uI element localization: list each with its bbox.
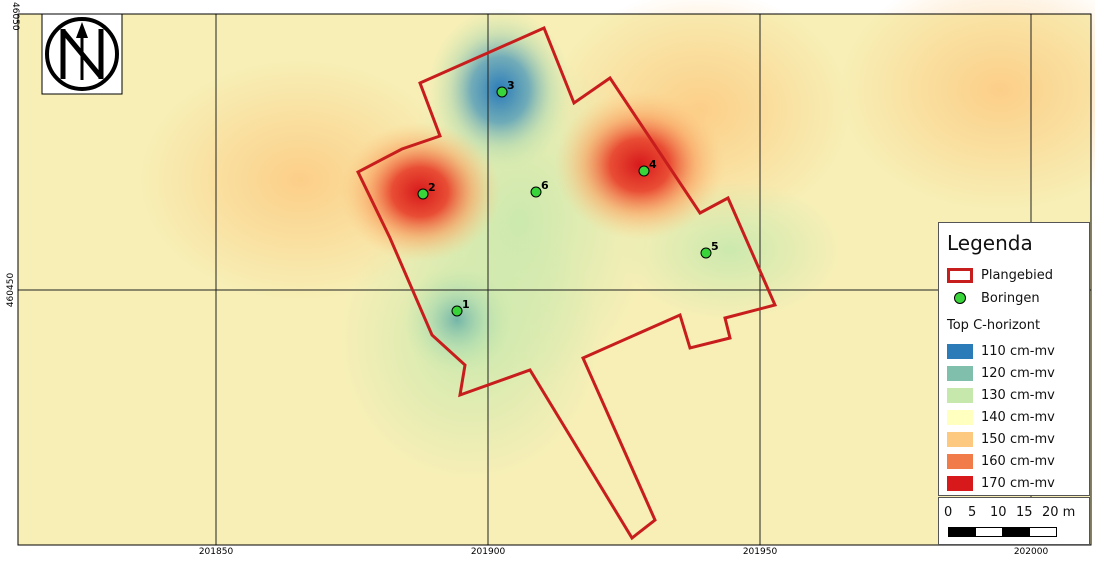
legend-title: Legenda — [947, 231, 1033, 255]
scale-label: 10 — [990, 505, 1007, 520]
class-swatch — [947, 475, 973, 491]
legend-label: 140 cm-mv — [981, 409, 1055, 425]
x-tick-label: 202000 — [1014, 547, 1049, 557]
legend-label: 150 cm-mv — [981, 431, 1055, 447]
borehole-label-4: 4 — [649, 158, 657, 171]
legend-label: Boringen — [981, 290, 1040, 306]
borehole-marker-4[interactable] — [638, 165, 650, 177]
borehole-marker-2[interactable] — [417, 188, 429, 200]
borehole-label-6: 6 — [541, 179, 549, 192]
plan-area-swatch — [947, 267, 973, 283]
boreholes-layer: 1 2 3 4 5 6 — [417, 79, 719, 317]
legend-class-item: 150 cm-mv — [947, 430, 1055, 448]
borehole-marker-5[interactable] — [700, 247, 712, 259]
legend-class-item: 130 cm-mv — [947, 386, 1055, 404]
x-tick-label: 201900 — [471, 547, 506, 557]
legend-label: 130 cm-mv — [981, 387, 1055, 403]
scale-label: 20 m — [1042, 505, 1076, 520]
legend-label: 160 cm-mv — [981, 453, 1055, 469]
legend-label: 170 cm-mv — [981, 475, 1055, 491]
class-swatch — [947, 431, 973, 447]
legend-label: 120 cm-mv — [981, 365, 1055, 381]
legend-subtitle: Top C-horizont — [947, 317, 1041, 333]
north-arrow-icon — [41, 13, 123, 95]
x-tick-label: 201850 — [199, 547, 234, 557]
legend-class-item: 170 cm-mv — [947, 474, 1055, 492]
legend-panel: Legenda Plangebied Boringen Top C-horizo… — [938, 222, 1090, 496]
borehole-label-3: 3 — [507, 79, 515, 92]
x-tick-label: 201950 — [743, 547, 778, 557]
borehole-label-1: 1 — [462, 298, 470, 311]
class-swatch — [947, 453, 973, 469]
borehole-label-5: 5 — [711, 240, 719, 253]
surface-teal-zone — [402, 265, 512, 375]
plan-area-outline — [356, 25, 778, 541]
scale-segment — [948, 527, 976, 537]
borehole-swatch — [947, 291, 973, 306]
class-swatch — [947, 343, 973, 359]
borehole-marker-6[interactable] — [530, 186, 542, 198]
class-swatch — [947, 409, 973, 425]
y-tick-label: 460450 — [6, 273, 16, 308]
legend-item-boringen: Boringen — [947, 289, 1040, 307]
legend-class-item: 140 cm-mv — [947, 408, 1055, 426]
scale-label: 5 — [968, 505, 977, 520]
legend-label: 110 cm-mv — [981, 343, 1055, 359]
scale-bar-panel: 0 5 10 15 20 m — [938, 497, 1090, 545]
legend-class-item: 110 cm-mv — [947, 342, 1055, 360]
scale-segment — [975, 527, 1003, 537]
y-tick-label: 46050 — [10, 2, 20, 31]
scale-segment — [1029, 527, 1057, 537]
scale-label: 15 — [1016, 505, 1033, 520]
legend-class-item: 160 cm-mv — [947, 452, 1055, 470]
legend-item-plangebied: Plangebied — [947, 266, 1053, 284]
legend-class-item: 120 cm-mv — [947, 364, 1055, 382]
map-frame — [17, 13, 1092, 546]
legend-label: Plangebied — [981, 267, 1054, 283]
class-swatch — [947, 387, 973, 403]
borehole-label-2: 2 — [428, 181, 436, 194]
surface-red-zone — [555, 90, 725, 240]
scale-label: 0 — [944, 505, 953, 520]
scale-segment — [1002, 527, 1030, 537]
borehole-marker-1[interactable] — [451, 305, 463, 317]
borehole-marker-3[interactable] — [496, 86, 508, 98]
class-swatch — [947, 365, 973, 381]
